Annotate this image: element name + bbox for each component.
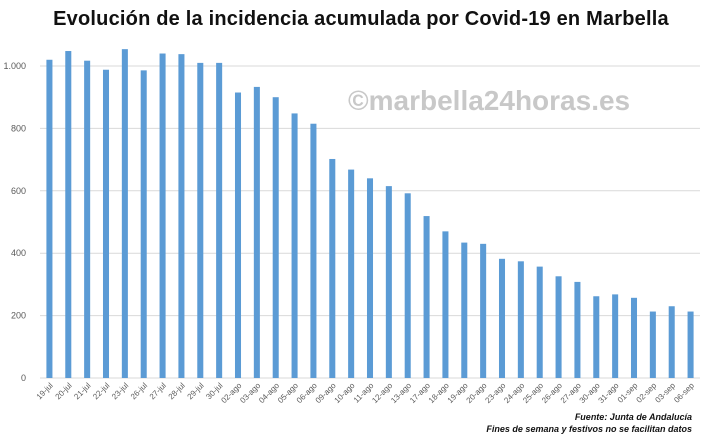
bar-17-ago [423, 216, 430, 378]
bar-24-ago [517, 261, 524, 378]
bar-21-jul [84, 60, 91, 379]
x-axis: 19-jul20-jul21-jul22-jul23-jul26-jul27-j… [35, 381, 697, 405]
bar-13-ago [404, 193, 411, 378]
bar-25-ago [536, 266, 543, 378]
bar-05-ago [291, 113, 298, 378]
x-tick-label: 21-jul [72, 381, 92, 401]
x-tick-label: 06-sep [672, 381, 696, 405]
bar-20-jul [65, 51, 72, 379]
y-axis: 0 200 400 600 800 1.000 [3, 61, 26, 383]
y-tick-label: 400 [11, 248, 26, 258]
bar-27-jul [159, 53, 166, 379]
bar-20-ago [480, 243, 487, 378]
data-note: Fines de semana y festivos no se facilit… [486, 424, 692, 434]
bar-26-jul [140, 70, 147, 379]
x-tick-label: 20-jul [53, 381, 73, 401]
bar-26-ago [555, 276, 562, 378]
x-tick-label: 27-jul [148, 381, 168, 401]
bar-12-ago [385, 186, 392, 378]
bar-29-jul [197, 62, 204, 378]
x-tick-label: 26-jul [129, 381, 149, 401]
chart-title: Evolución de la incidencia acumulada por… [53, 8, 669, 30]
bar-23-jul [121, 49, 128, 378]
bar-06-sep [687, 311, 694, 378]
bar-22-jul [102, 69, 110, 378]
y-tick-label: 200 [11, 311, 26, 321]
bars [46, 49, 694, 379]
bar-03-ago [253, 86, 260, 379]
bar-31-ago [612, 294, 619, 378]
bar-19-ago [461, 242, 468, 378]
watermark-logo: ©marbella24horas.es [348, 85, 630, 116]
bar-02-ago [234, 92, 242, 379]
x-tick-label: 23-jul [110, 381, 130, 401]
bar-23-ago [498, 258, 506, 378]
bar-06-ago [310, 123, 317, 378]
x-tick-label: 29-jul [185, 381, 205, 401]
bar-30-ago [593, 296, 600, 378]
y-tick-label: 600 [11, 186, 26, 196]
bar-10-ago [348, 169, 355, 378]
bar-27-ago [574, 281, 581, 378]
bar-09-ago [329, 158, 336, 378]
y-tick-label: 1.000 [3, 61, 26, 71]
x-tick-label: 19-jul [35, 381, 55, 401]
bar-02-sep [649, 311, 656, 378]
bar-28-jul [178, 54, 185, 378]
svg-text:©marbella24horas.es: ©marbella24horas.es [348, 85, 630, 116]
bar-11-ago [366, 178, 374, 378]
bar-30-jul [216, 62, 223, 378]
bar-18-ago [442, 231, 449, 378]
x-tick-label: 28-jul [167, 381, 187, 401]
x-tick-label: 22-jul [91, 381, 111, 401]
bar-03-sep [668, 306, 675, 378]
bar-01-sep [630, 297, 638, 378]
bar-19-jul [46, 59, 53, 378]
y-tick-label: 0 [21, 373, 26, 383]
bar-04-ago [272, 97, 279, 378]
source-note: Fuente: Junta de Andalucía [574, 412, 692, 422]
x-tick-label: 31-ago [597, 381, 621, 405]
y-tick-label: 800 [11, 123, 26, 133]
x-tick-label: 10-ago [333, 381, 357, 405]
